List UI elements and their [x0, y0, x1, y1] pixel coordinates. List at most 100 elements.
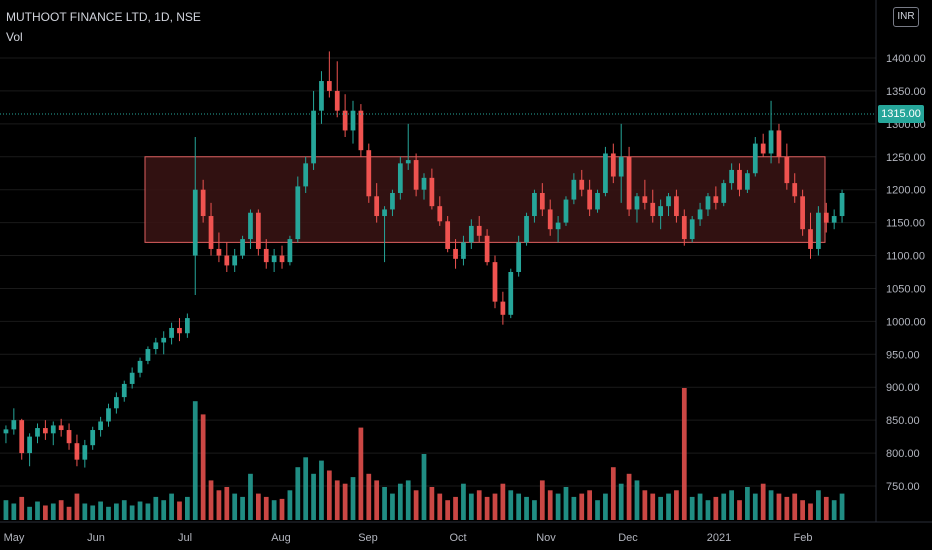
volume-bar — [121, 500, 127, 520]
candle-body — [666, 196, 671, 207]
volume-bar — [784, 496, 790, 520]
volume-bar — [461, 483, 466, 520]
volume-bar — [666, 493, 671, 520]
candle-body — [579, 179, 585, 190]
volume-bar — [50, 503, 56, 520]
volume-bar — [405, 480, 411, 520]
volume-bar — [374, 480, 380, 520]
candle-body — [326, 81, 332, 91]
volume-bar — [468, 493, 474, 520]
candle-body — [792, 183, 798, 197]
volume-bar — [208, 480, 214, 520]
volume-bar — [413, 490, 419, 520]
candle-body — [232, 255, 238, 266]
candle-body — [66, 430, 72, 444]
candle-body — [19, 420, 25, 454]
x-tick-label: Feb — [794, 532, 813, 544]
volume-bar — [74, 493, 80, 520]
volume-bar — [58, 500, 64, 520]
volume-bar — [823, 496, 829, 520]
volume-bar — [248, 473, 253, 520]
candle-body — [90, 430, 96, 446]
candle-body — [216, 248, 222, 256]
candle-body — [106, 408, 111, 422]
candle-body — [650, 202, 656, 217]
candle-body — [82, 445, 88, 460]
candle-body — [658, 206, 664, 217]
volume-bar — [66, 506, 72, 520]
volume-bar — [43, 505, 48, 520]
volume-bar — [650, 493, 656, 520]
x-tick-label: 2021 — [707, 532, 731, 544]
volume-bar — [145, 503, 151, 520]
volume-bar — [453, 496, 458, 520]
volume-bar — [776, 493, 782, 520]
candle-body — [737, 169, 742, 190]
candle-body — [437, 206, 443, 222]
candle-body — [129, 372, 135, 384]
volume-label: Vol — [6, 30, 23, 44]
volume-bar — [445, 500, 451, 520]
volume-bar — [555, 493, 561, 520]
candle-body — [484, 235, 490, 263]
candle-body — [200, 189, 206, 217]
volume-bar — [658, 496, 664, 520]
volume-bar — [839, 493, 845, 520]
volume-bar — [595, 500, 600, 520]
candle-body — [137, 360, 143, 373]
candle-body — [461, 242, 466, 259]
candle-body — [745, 173, 750, 190]
candle-body — [27, 436, 32, 454]
candle-body — [776, 130, 782, 157]
volume-bar — [816, 490, 821, 520]
candle-body — [58, 425, 64, 431]
volume-bar — [792, 493, 798, 520]
volume-bar — [705, 500, 711, 520]
volume-bar — [721, 493, 727, 520]
volume-bar — [35, 501, 40, 520]
candle-body — [476, 225, 482, 236]
candle-body — [634, 196, 640, 210]
volume-bar — [713, 496, 719, 520]
volume-bar — [216, 490, 222, 520]
candle-body — [516, 242, 522, 272]
candle-body — [192, 189, 198, 256]
volume-bar — [831, 500, 837, 520]
volume-bar — [137, 501, 143, 520]
candles — [3, 51, 845, 468]
volume-bar — [626, 473, 632, 520]
volume-bar — [303, 457, 309, 520]
y-tick-label: 900.00 — [886, 382, 920, 394]
volume-bar — [255, 493, 261, 520]
candle-body — [429, 177, 435, 207]
candle-body — [571, 179, 577, 200]
candle-body — [248, 212, 253, 240]
candle-body — [752, 143, 758, 174]
x-axis[interactable]: May Jun Jul Aug Sep Oct Nov Dec 2021 Feb — [4, 532, 813, 544]
candle-body — [3, 429, 9, 434]
candle-body — [121, 383, 127, 398]
x-tick-label: Sep — [358, 532, 378, 544]
volume-bar — [737, 500, 742, 520]
y-tick-label: 850.00 — [886, 415, 920, 427]
volume-bar — [98, 501, 103, 520]
candle-body — [366, 150, 372, 197]
candle-body — [800, 196, 805, 230]
currency-button[interactable]: INR — [893, 7, 919, 27]
candle-body — [784, 156, 790, 184]
y-tick-label: 800.00 — [886, 448, 920, 460]
y-axis[interactable]: 1400.001350.001300.001250.001200.001150.… — [886, 53, 926, 493]
y-tick-label: 950.00 — [886, 349, 920, 361]
candle-body — [808, 229, 813, 249]
candle-body — [145, 349, 151, 361]
volume-bar — [768, 490, 774, 520]
volume-bar — [618, 483, 624, 520]
candle-body — [831, 216, 837, 223]
candle-body — [287, 239, 293, 263]
candle-body — [587, 189, 593, 210]
candle-body — [816, 212, 821, 249]
volume-bar — [106, 506, 111, 520]
candle-body — [524, 216, 529, 243]
candle-body — [311, 110, 316, 164]
